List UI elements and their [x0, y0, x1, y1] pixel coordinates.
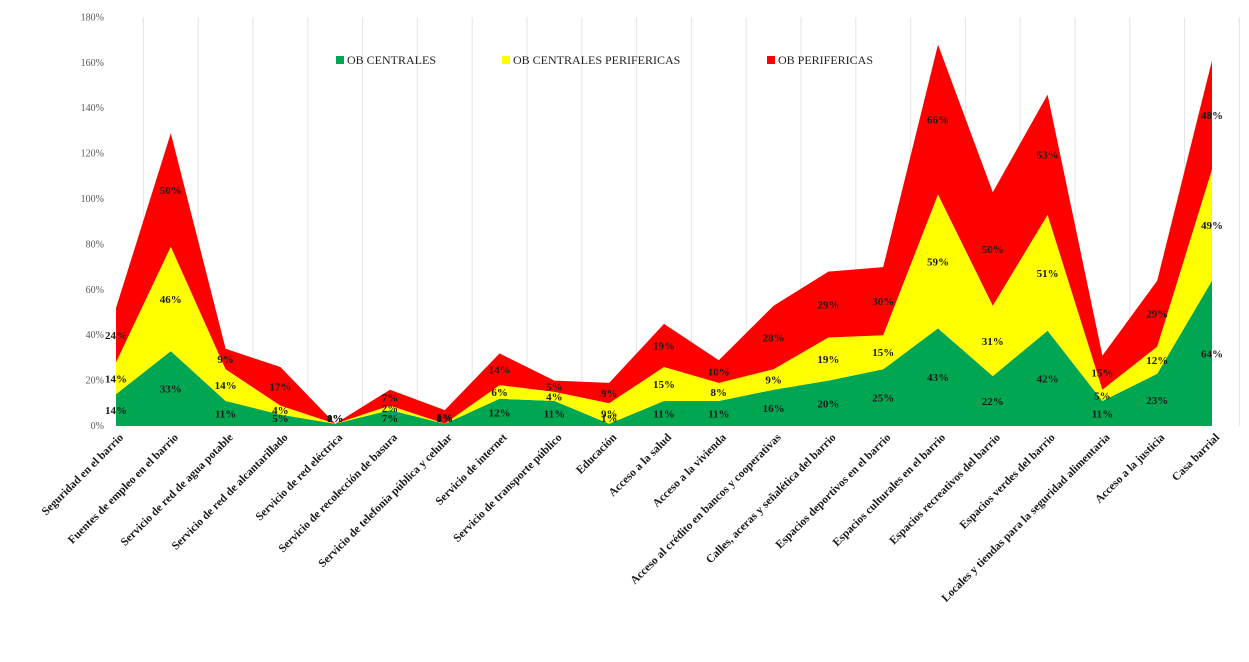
data-label: 42% [1037, 373, 1059, 385]
data-label: 9% [765, 375, 782, 387]
data-label: 1% [327, 413, 344, 425]
y-tick-label: 120% [81, 149, 104, 160]
data-label: 5% [272, 413, 289, 425]
y-tick-label: 140% [81, 103, 104, 114]
x-category-label: Espacios deportivos en el barrio [774, 431, 894, 551]
x-category-label: Educación [574, 431, 620, 477]
data-label: 1% [437, 413, 454, 425]
data-label: 11% [708, 409, 729, 421]
data-label: 23% [1146, 395, 1168, 407]
legend: OB CENTRALES OB CENTRALES PERIFERICAS OB P… [336, 53, 873, 67]
data-label: 0% [327, 413, 344, 425]
data-label: 50% [160, 185, 182, 197]
data-label: 17% [269, 381, 291, 393]
x-category-label: Servicio de transporte público [451, 431, 564, 544]
x-category-label: Servicio de recolección de basura [277, 431, 401, 555]
data-label: 16% [763, 403, 785, 415]
data-label: 6% [437, 412, 454, 424]
y-axis-ticks: 0% 20% 40% 60% 80% 100% 120% 140% 160% 180% [81, 12, 104, 432]
data-label: 14% [489, 364, 511, 376]
area-series [116, 44, 1212, 426]
data-label: 12% [489, 407, 511, 419]
data-label: 53% [1037, 150, 1059, 162]
data-label: 19% [653, 340, 675, 352]
data-label: 9% [217, 354, 234, 366]
data-label: 31% [982, 336, 1004, 348]
data-label: 28% [763, 333, 785, 345]
data-label: 14% [105, 405, 127, 417]
data-label: 48% [1201, 110, 1223, 122]
data-label: 5% [546, 381, 563, 393]
data-label: 46% [160, 294, 182, 306]
legend-swatch [767, 56, 775, 64]
y-tick-label: 80% [86, 239, 104, 250]
data-label: 1% [601, 413, 618, 425]
data-label: 20% [817, 398, 839, 410]
data-label: 11% [544, 409, 565, 421]
data-label: 29% [1146, 309, 1168, 321]
y-tick-label: 60% [86, 285, 104, 296]
data-label: 50% [982, 244, 1004, 256]
data-label: 51% [1037, 268, 1059, 280]
data-label: 12% [1146, 355, 1168, 367]
data-label: 4% [546, 392, 563, 404]
data-label: 9% [601, 388, 618, 400]
y-tick-label: 20% [86, 376, 104, 387]
legend-label: OB PERIFERICAS [778, 53, 873, 67]
data-label: 30% [872, 296, 894, 308]
area-ob-perifericas [116, 44, 1212, 424]
data-label: 0% [327, 413, 344, 425]
data-label: 0% [437, 413, 454, 425]
data-label: 8% [711, 387, 728, 399]
data-label: 25% [872, 393, 894, 405]
x-category-label: Casa barrial [1170, 432, 1222, 484]
data-label: 22% [982, 396, 1004, 408]
data-label: 6% [491, 387, 508, 399]
x-category-label: Espacios culturales en el barrio [831, 431, 949, 549]
legend-label: OB CENTRALES PERIFERICAS [513, 53, 680, 67]
data-label: 24% [105, 330, 127, 342]
area-ob-centrales [116, 280, 1212, 426]
data-label: 10% [708, 367, 730, 379]
legend-swatch [336, 56, 344, 64]
data-label: 11% [215, 409, 236, 421]
data-label: 15% [1091, 368, 1113, 380]
data-label: 66% [927, 115, 949, 127]
y-tick-label: 100% [81, 194, 104, 205]
x-category-label: Fuentes de empleo en el barrio [66, 431, 181, 546]
data-label: 15% [872, 347, 894, 359]
data-label: 7% [382, 413, 399, 425]
x-category-label: Espacios verdes del barrio [958, 431, 1058, 531]
data-label: 9% [601, 409, 618, 421]
x-category-label: Espacios recreativos del barrio [887, 431, 1003, 547]
data-label: 49% [1201, 220, 1223, 232]
data-label: 11% [653, 409, 674, 421]
data-label: 14% [105, 373, 127, 385]
y-tick-label: 160% [81, 58, 104, 69]
y-tick-label: 180% [81, 12, 104, 23]
x-category-label: Servicio de red de alcantarillado [170, 431, 291, 552]
data-label: 5% [1094, 390, 1111, 402]
data-label: 33% [160, 384, 182, 396]
legend-label: OB CENTRALES [347, 53, 436, 67]
data-label: 4% [272, 405, 289, 417]
legend-swatch [502, 56, 510, 64]
data-label: 43% [927, 372, 949, 384]
data-label: 64% [1201, 348, 1223, 360]
data-label: 29% [817, 300, 839, 312]
area-ob-centrales-perifericas [116, 169, 1212, 424]
data-label: 19% [817, 354, 839, 366]
data-label: 14% [215, 380, 237, 392]
data-label: 11% [1092, 409, 1113, 421]
data-label: 15% [653, 379, 675, 391]
data-label: 2% [382, 403, 399, 415]
data-labels: 14% 33% 11% 5% 1% 7% 1% 12% 11% 1% 11% 11% 16% 20% 25%… [105, 110, 1223, 425]
y-tick-label: 40% [86, 330, 104, 341]
y-tick-label: 0% [91, 421, 104, 432]
data-label: 7% [382, 393, 399, 405]
data-label: 59% [927, 256, 949, 268]
x-category-label: Servicio de red de agua potable [119, 432, 236, 549]
